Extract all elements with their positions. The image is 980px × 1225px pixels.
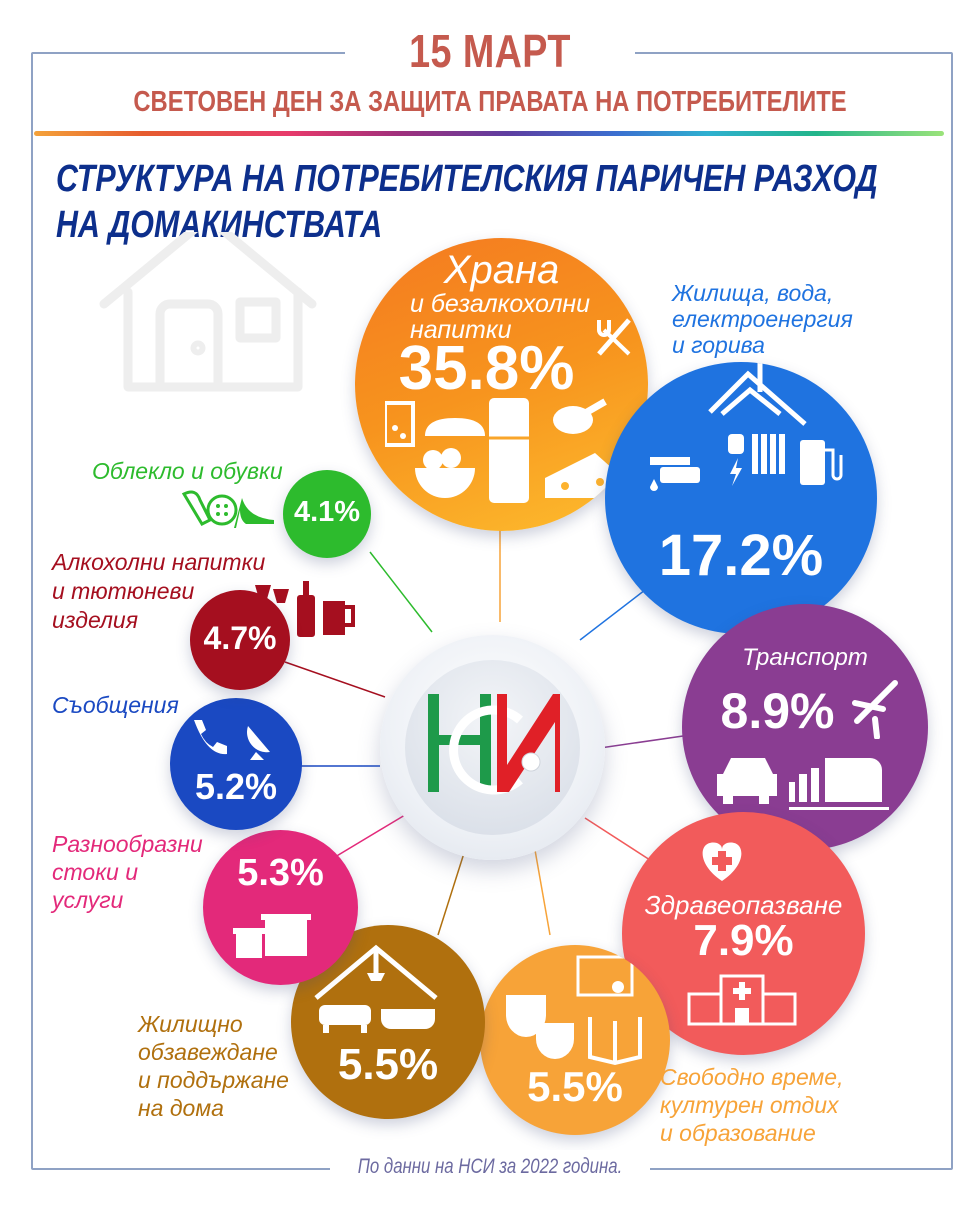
leisure-label: Свободно време, културен отдих и образов… [660,1064,844,1146]
title-mask [345,28,635,78]
misc-value: 5.3% [237,852,324,894]
transport-label: Транспорт [742,644,868,671]
leisure-icons-group [506,955,642,1066]
category-misc: 5.3% [203,830,358,985]
train-icon [789,758,889,810]
car-icon [717,758,777,804]
glass-icon [385,401,415,447]
food-label-main: Храна [443,248,560,292]
bathtub-icon [381,1009,435,1029]
clothing-icons-group [181,490,274,528]
chart-heading: СТРУКТУРА НА ПОТРЕБИТЕЛСКИЯ ПАРИЧЕН РАЗХ… [56,156,878,248]
chicken-leg-icon [553,398,607,434]
alcohol-icons-group [255,581,355,637]
button-icon [206,494,238,526]
radiator-icon [752,434,785,474]
category-leisure: 5.5% [480,945,670,1135]
health-label: Здравеопазване [644,890,843,920]
alcohol-value: 4.7% [203,620,277,656]
bottle-icon [297,581,315,637]
category-clothing: 4.1% [283,470,371,558]
fuel-pump-icon [800,440,843,485]
beer-mug-icon [323,601,355,635]
house-background-icon [99,232,317,392]
furnishing-value: 5.5% [337,1040,439,1089]
category-alcohol: 4.7% [190,590,290,690]
source-note: По данни на НСИ за 2022 година. [357,1155,623,1178]
communication-value: 5.2% [194,766,278,807]
cheese-icon [545,453,623,498]
housing-value: 17.2% [658,523,824,588]
sofa-icon [319,1005,371,1033]
transport-value: 8.9% [720,683,835,739]
fork-knife-icon [597,318,631,356]
communication-label: Съобщения [52,692,179,718]
clothing-label: Облекло и обувки [92,458,283,484]
faucet-icon [650,457,700,491]
food-label-sub2: напитки [410,316,512,344]
food-value: 35.8% [398,334,575,403]
housing-label: Жилища, вода, електроенергия и горива [672,280,853,358]
health-value: 7.9% [693,916,794,965]
high-heel-icon [234,498,274,528]
tie-icon [181,490,213,526]
book-icon [588,1017,642,1066]
category-communication: 5.2% [170,698,302,830]
category-food: Храна и безалкохолни напитки 35.8% [355,238,648,531]
bread-icon [425,418,485,436]
alcohol-label: Алкохолни напитки и тютюневи изделия [52,549,266,633]
heart-cross-icon [702,842,742,881]
airplane-icon [852,680,898,739]
food-label-sub1: и безалкохолни [410,290,591,318]
page-subtitle: СВЕТОВЕН ДЕН ЗА ЗАЩИТА ПРАВАТА НА ПОТРЕБ… [133,86,847,118]
clothing-value: 4.1% [293,496,361,528]
furnishing-icons-group [314,944,438,1033]
diploma-icon [576,955,634,997]
food-icons-group [385,398,623,503]
plug-icon [728,434,744,486]
leisure-value: 5.5% [527,1063,623,1110]
roof-lamp-icon [314,944,438,1000]
phone-icon [194,720,227,755]
hospital-icon [687,974,797,1026]
category-transport: Транспорт 8.9% [682,604,928,850]
theater-masks-icon [506,995,574,1059]
rainbow-divider [34,131,944,136]
page-title: 15 МАРТ [409,25,571,77]
misc-label: Разнообразни стоки и услуги [52,831,203,913]
nsi-logo-icon [428,694,560,795]
nsi-logo [380,635,605,860]
furnishing-label: Жилищно обзавеждане и поддържане на дома [138,1011,289,1121]
chart-heading-line2: НА ДОМАКИНСТВАТА [56,204,383,246]
communication-icons-group [194,720,270,760]
footer-mask [330,1150,650,1190]
house-icon [708,362,807,426]
chart-heading-line1: СТРУКТУРА НА ПОТРЕБИТЕЛСКИЯ ПАРИЧЕН РАЗХ… [56,158,878,200]
fridge-icon [489,398,529,503]
housing-icons-group [650,362,843,491]
category-housing: 17.2% [605,362,877,634]
gift-boxes-icon [233,914,311,958]
vehicles-group [717,758,889,810]
fruit-bowl-icon [415,448,475,498]
satellite-dish-icon [247,726,270,760]
